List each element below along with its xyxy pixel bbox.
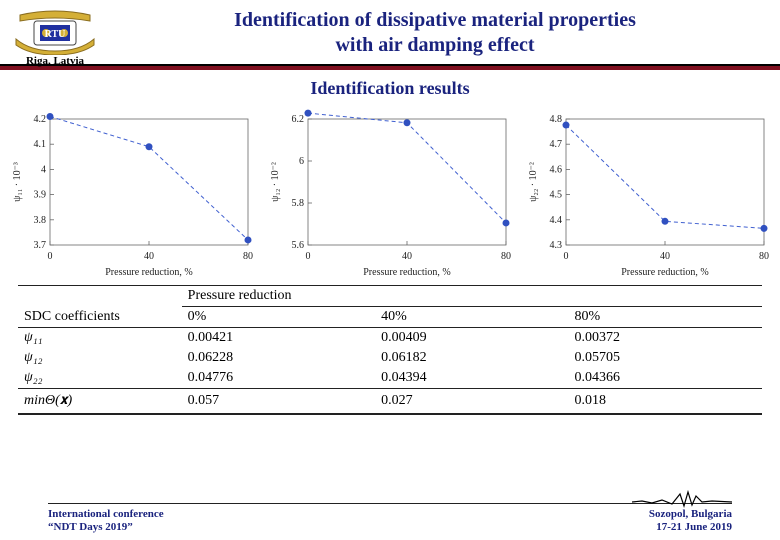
- footer-right-l1: Sozopol, Bulgaria: [649, 508, 732, 521]
- title-line-2: with air damping effect: [100, 33, 770, 58]
- footer-left: International conference “NDT Days 2019”: [48, 508, 164, 534]
- svg-text:80: 80: [243, 251, 253, 262]
- svg-text:3.8: 3.8: [34, 215, 47, 226]
- svg-text:40: 40: [144, 251, 154, 262]
- svg-text:4.2: 4.2: [34, 114, 47, 125]
- logo-caption: Riga, Latvia: [10, 55, 100, 67]
- svg-text:4.1: 4.1: [34, 139, 47, 150]
- charts-row: 3.7 3.8 3.9 4 4.1 4.2 0 40 80 Pressure reduction,…: [0, 109, 780, 279]
- signal-icon: [632, 490, 732, 508]
- svg-text:80: 80: [501, 251, 511, 262]
- svg-text:4.7: 4.7: [550, 139, 563, 150]
- svg-text:ψ₂₂ · 10⁻²: ψ₂₂ · 10⁻²: [528, 162, 539, 202]
- slide-header: RTU Riga, Latvia Identification of dissi…: [0, 0, 780, 58]
- svg-text:5.8: 5.8: [292, 198, 305, 209]
- svg-text:0: 0: [306, 251, 311, 262]
- svg-text:40: 40: [402, 251, 412, 262]
- svg-text:4.3: 4.3: [550, 240, 563, 251]
- chart-1: 3.7 3.8 3.9 4 4.1 4.2 0 40 80 Pressure reduction,…: [8, 109, 256, 279]
- subtitle: Identification results: [0, 78, 780, 99]
- svg-text:RTU: RTU: [45, 29, 66, 40]
- svg-text:5.6: 5.6: [292, 240, 305, 251]
- rtu-logo: RTU Riga, Latvia: [10, 9, 100, 55]
- svg-text:6.2: 6.2: [292, 114, 305, 125]
- svg-text:40: 40: [660, 251, 670, 262]
- svg-text:80: 80: [759, 251, 769, 262]
- footer-right-l2: 17-21 June 2019: [649, 521, 732, 534]
- svg-text:Pressure reduction, %: Pressure reduction, %: [105, 267, 192, 278]
- results-table: SDC coefficientsPressure reduction0%40%8…: [0, 279, 780, 415]
- footer: International conference “NDT Days 2019”…: [0, 503, 780, 534]
- svg-text:3.7: 3.7: [34, 240, 47, 251]
- svg-text:4.5: 4.5: [550, 190, 563, 201]
- title-line-1: Identification of dissipative material p…: [100, 8, 770, 33]
- svg-text:4: 4: [41, 164, 46, 175]
- svg-text:0: 0: [48, 251, 53, 262]
- svg-text:6: 6: [299, 156, 304, 167]
- svg-text:0: 0: [564, 251, 569, 262]
- svg-text:4.8: 4.8: [550, 114, 563, 125]
- footer-left-l2: “NDT Days 2019”: [48, 521, 164, 534]
- title-block: Identification of dissipative material p…: [100, 6, 770, 58]
- svg-text:ψ₁₂ · 10⁻²: ψ₁₂ · 10⁻²: [270, 162, 281, 202]
- footer-left-l1: International conference: [48, 508, 164, 521]
- chart-2: 5.6 5.8 6 6.2 0 40 80 Pressure reduction, % ψ₁₂ …: [266, 109, 514, 279]
- chart-3: 4.3 4.4 4.5 4.6 4.7 4.8 0 40 80 Pressure reductio…: [524, 109, 772, 279]
- footer-right: Sozopol, Bulgaria 17-21 June 2019: [649, 508, 732, 534]
- header-rule: [0, 64, 780, 70]
- svg-text:Pressure reduction, %: Pressure reduction, %: [363, 267, 450, 278]
- svg-text:4.6: 4.6: [550, 164, 563, 175]
- svg-text:4.4: 4.4: [550, 215, 563, 226]
- svg-text:3.9: 3.9: [34, 190, 47, 201]
- svg-text:ψ₁₁ · 10⁻³: ψ₁₁ · 10⁻³: [12, 162, 23, 202]
- svg-text:Pressure reduction, %: Pressure reduction, %: [621, 267, 708, 278]
